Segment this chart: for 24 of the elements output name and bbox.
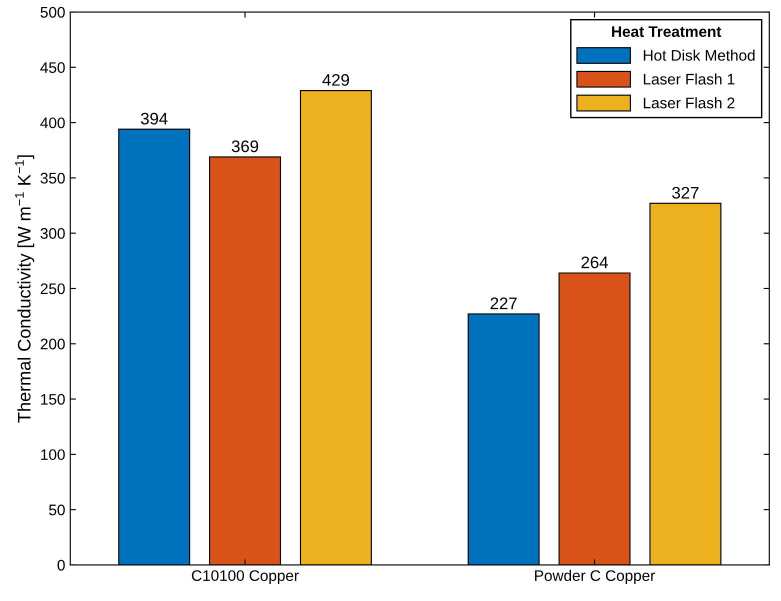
data-label: 394: [140, 112, 168, 125]
legend-label: Laser Flash 2: [644, 97, 734, 108]
data-label: 429: [322, 74, 350, 86]
legend-title: Heat Treatment: [612, 26, 722, 37]
y-tick-label: 100: [41, 449, 65, 460]
y-tick-label: 350: [40, 172, 65, 184]
data-label: 369: [232, 140, 258, 152]
legend-label: Hot Disk Method: [644, 50, 755, 61]
y-tick-label: 450: [40, 62, 65, 73]
y-tick-label: 500: [40, 6, 65, 18]
y-tick-label: 300: [40, 228, 65, 239]
y-tick-label: 150: [41, 394, 65, 405]
x-tick-label: C10100 Copper: [192, 570, 299, 584]
y-axis-title: Thermal Conductivity [W m$^{−1}$ K$^{−1}$]: [15, 155, 34, 423]
y-tick-label: 50: [49, 504, 65, 516]
y-tick-label: 0: [58, 560, 65, 571]
data-label: 264: [581, 256, 608, 268]
x-tick-label: Powder C Copper: [535, 570, 655, 584]
legend-label: Laser Flash 1: [644, 73, 734, 85]
data-label: 327: [672, 186, 698, 199]
y-tick-label: 250: [40, 283, 65, 294]
data-label: 227: [490, 297, 517, 310]
y-tick-label: 200: [40, 338, 65, 350]
y-tick-label: 400: [40, 117, 65, 128]
